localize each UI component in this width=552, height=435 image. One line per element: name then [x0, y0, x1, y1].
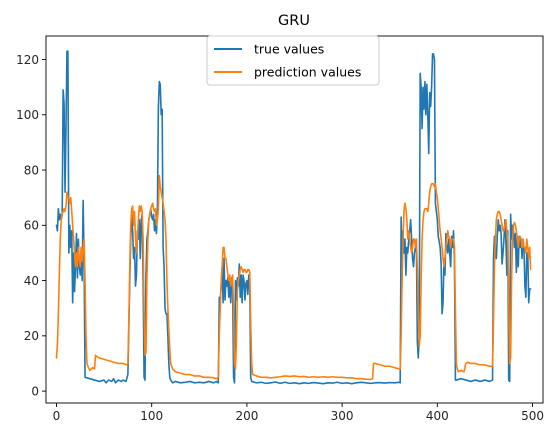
x-tick-label: 0: [53, 409, 61, 423]
x-tick-label: 300: [331, 409, 354, 423]
legend-label-prediction-values: prediction values: [254, 65, 361, 80]
plot-area: 0 100 200 300 400 500 0 20 40 60 80 100 120: [16, 35, 544, 423]
y-tick-label: 40: [24, 274, 39, 288]
legend: true values prediction values: [206, 35, 380, 86]
y-tick-label: 0: [31, 384, 39, 398]
x-tick-label: 400: [426, 409, 449, 423]
y-tick-label: 20: [24, 329, 39, 343]
x-tick-label: 500: [521, 409, 544, 423]
y-tick-label: 120: [16, 53, 39, 67]
legend-box: [206, 35, 380, 86]
legend-label-true-values: true values: [254, 42, 324, 57]
y-axis: 0 20 40 60 80 100 120: [16, 53, 46, 398]
series-line-prediction-values: [55, 174, 532, 381]
y-tick-label: 100: [16, 108, 39, 122]
x-tick-label: 100: [140, 409, 163, 423]
x-tick-label: 200: [235, 409, 258, 423]
y-tick-label: 60: [24, 219, 39, 233]
chart-title: GRU: [278, 13, 310, 29]
series-layer: [55, 50, 532, 385]
x-axis: 0 100 200 300 400 500: [53, 403, 544, 423]
y-tick-label: 80: [24, 163, 39, 177]
